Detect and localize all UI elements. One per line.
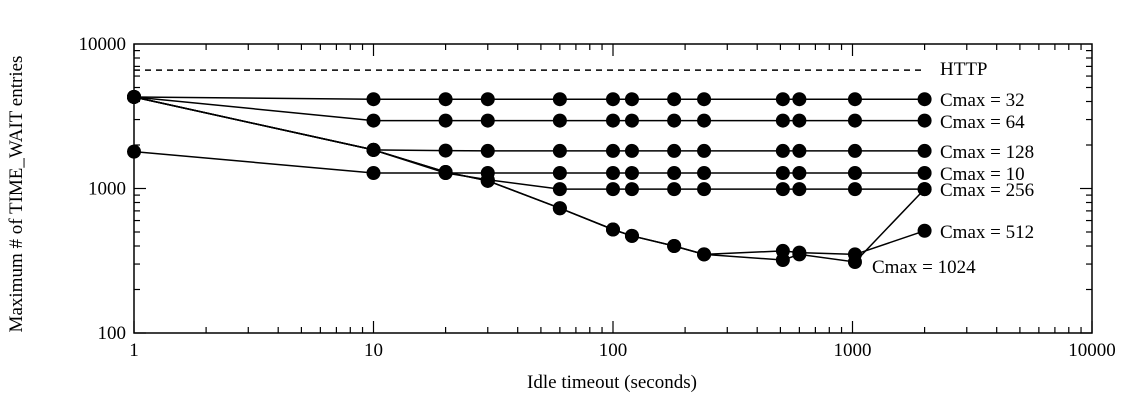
data-point-cmax-64 — [917, 113, 932, 128]
data-point-cmax-256 — [847, 182, 862, 197]
series-line-cmax-256 — [133, 96, 925, 190]
data-point-cmax-256 — [624, 182, 639, 197]
data-point-cmax-10 — [127, 144, 141, 159]
data-point-cmax-1024 — [917, 182, 932, 197]
data-point-cmax-32 — [552, 92, 567, 107]
series-label-cmax-128: Cmax = 128 — [940, 142, 1034, 163]
data-point-cmax-128 — [480, 143, 495, 158]
data-point-cmax-32 — [792, 92, 807, 107]
data-point-cmax-64 — [792, 113, 807, 128]
reference-label-http: HTTP — [940, 59, 988, 80]
x-tick-label: 1000 — [834, 340, 872, 361]
data-point-cmax-32 — [606, 92, 620, 107]
data-point-cmax-1024 — [480, 173, 495, 188]
data-point-cmax-32 — [667, 92, 682, 107]
data-point-cmax-10 — [366, 166, 381, 181]
data-point-cmax-10 — [667, 166, 682, 181]
data-point-cmax-64 — [552, 113, 567, 128]
data-point-cmax-128 — [624, 143, 639, 158]
data-point-cmax-1024 — [697, 247, 712, 262]
y-tick-label: 100 — [98, 323, 127, 344]
data-point-cmax-512 — [917, 223, 932, 238]
data-point-cmax-64 — [480, 113, 495, 128]
series-points — [127, 89, 932, 269]
data-point-cmax-1024 — [552, 201, 567, 216]
data-point-cmax-10 — [792, 166, 807, 181]
data-point-cmax-10 — [606, 166, 620, 181]
data-point-cmax-10 — [847, 166, 862, 181]
data-point-cmax-10 — [697, 166, 712, 181]
data-point-cmax-32 — [847, 92, 862, 107]
data-point-cmax-1024 — [606, 222, 620, 237]
data-point-cmax-1024 — [775, 253, 790, 268]
data-point-cmax-1024 — [847, 254, 862, 269]
data-point-cmax-1024 — [438, 165, 453, 180]
series-line-cmax-10 — [133, 150, 925, 174]
data-point-cmax-256 — [775, 182, 790, 197]
x-tick-label: 1 — [129, 340, 139, 361]
data-point-cmax-256 — [792, 182, 807, 197]
data-point-cmax-128 — [847, 143, 862, 158]
data-point-cmax-32 — [480, 92, 495, 107]
y-tick-label: 10000 — [79, 34, 127, 55]
data-point-cmax-32 — [366, 92, 381, 107]
data-point-cmax-10 — [917, 166, 932, 181]
data-point-cmax-128 — [917, 143, 932, 158]
data-point-cmax-32 — [624, 92, 639, 107]
data-point-cmax-64 — [667, 113, 682, 128]
data-point-cmax-32 — [775, 92, 790, 107]
series-label-cmax-64: Cmax = 64 — [940, 112, 1025, 133]
data-point-cmax-1024 — [127, 89, 141, 104]
y-tick-label: 1000 — [88, 179, 126, 200]
data-point-cmax-64 — [775, 113, 790, 128]
data-point-cmax-32 — [917, 92, 932, 107]
data-point-cmax-256 — [606, 182, 620, 197]
data-point-cmax-32 — [438, 92, 453, 107]
data-point-cmax-128 — [606, 143, 620, 158]
x-tick-label: 10000 — [1068, 340, 1116, 361]
series-label-cmax-1024: Cmax = 1024 — [872, 257, 976, 278]
data-point-cmax-64 — [847, 113, 862, 128]
data-point-cmax-128 — [438, 143, 453, 158]
data-point-cmax-1024 — [366, 142, 381, 157]
data-point-cmax-64 — [697, 113, 712, 128]
data-point-cmax-64 — [606, 113, 620, 128]
x-tick-label: 10 — [364, 340, 383, 361]
text-labels: Idle timeout (seconds) Maximum # of TIME… — [6, 56, 1034, 393]
data-point-cmax-256 — [697, 182, 712, 197]
series-label-cmax-32: Cmax = 32 — [940, 90, 1025, 111]
x-tick-label: 100 — [599, 340, 628, 361]
data-point-cmax-64 — [438, 113, 453, 128]
series-label-cmax-512: Cmax = 512 — [940, 222, 1034, 243]
data-point-cmax-256 — [667, 182, 682, 197]
series-label-cmax-256: Cmax = 256 — [940, 180, 1034, 201]
y-axis-title: Maximum # of TIME_WAIT entries — [6, 56, 27, 333]
data-point-cmax-128 — [775, 143, 790, 158]
data-point-cmax-64 — [624, 113, 639, 128]
x-axis-title: Idle timeout (seconds) — [527, 372, 697, 393]
data-point-cmax-10 — [624, 166, 639, 181]
data-point-cmax-10 — [775, 166, 790, 181]
data-point-cmax-32 — [697, 92, 712, 107]
data-point-cmax-128 — [667, 143, 682, 158]
data-point-cmax-1024 — [792, 247, 807, 262]
data-point-cmax-256 — [552, 182, 567, 197]
data-point-cmax-64 — [366, 113, 381, 128]
data-point-cmax-128 — [552, 143, 567, 158]
data-point-cmax-128 — [697, 143, 712, 158]
axis-ticks: 1 10 100 1000 10000 100 1000 10000 — [79, 34, 1116, 361]
data-point-cmax-10 — [552, 166, 567, 181]
data-point-cmax-1024 — [624, 228, 639, 243]
series-label-cmax-10: Cmax = 10 — [940, 164, 1025, 185]
data-point-cmax-128 — [792, 143, 807, 158]
data-point-cmax-1024 — [667, 239, 682, 254]
